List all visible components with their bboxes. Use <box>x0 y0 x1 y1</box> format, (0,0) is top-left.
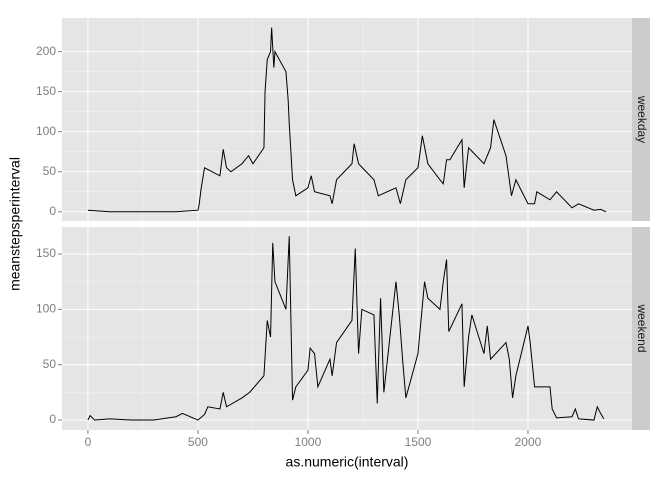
strip-label: weekday <box>635 95 649 143</box>
x-tick-label: 500 <box>188 435 208 449</box>
y-tick-label: 0 <box>49 204 56 218</box>
y-tick-label: 100 <box>36 124 56 138</box>
x-tick-label: 1000 <box>295 435 322 449</box>
panel-background <box>62 18 632 221</box>
y-axis-title: meanstepsperinterval <box>7 157 23 291</box>
x-tick-label: 1500 <box>405 435 432 449</box>
strip-label: weekend <box>635 303 649 352</box>
x-tick-label: 2000 <box>515 435 542 449</box>
y-tick-label: 150 <box>36 84 56 98</box>
y-tick-label: 50 <box>43 357 57 371</box>
y-tick-label: 100 <box>36 302 56 316</box>
line <box>87 236 605 421</box>
x-axis-title: as.numeric(interval) <box>286 454 409 470</box>
strip-background <box>632 18 650 221</box>
y-tick-label: 200 <box>36 44 56 58</box>
line <box>87 27 607 213</box>
strip-background <box>632 227 650 430</box>
panel-background <box>62 227 632 430</box>
y-tick-label: 150 <box>36 246 56 260</box>
x-tick-label: 0 <box>85 435 92 449</box>
y-tick-label: 50 <box>43 164 57 178</box>
y-tick-label: 0 <box>49 412 56 426</box>
